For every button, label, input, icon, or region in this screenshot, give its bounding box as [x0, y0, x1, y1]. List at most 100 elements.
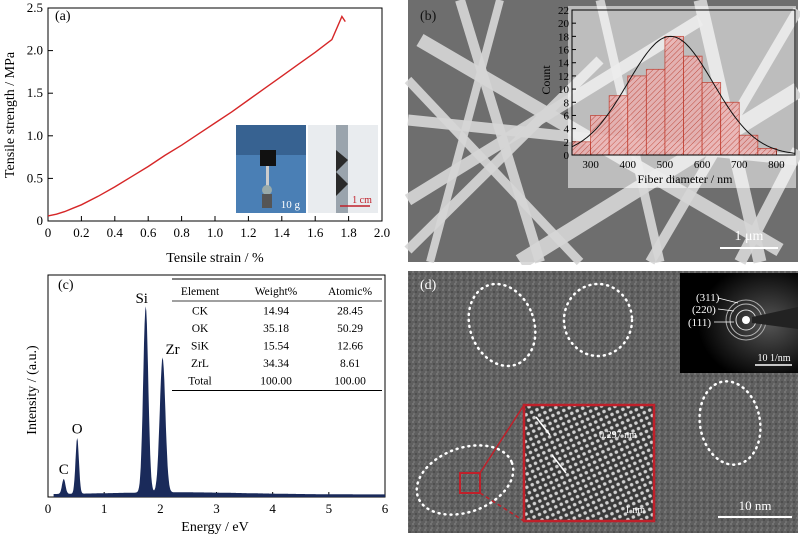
table-header: Atomic% — [328, 286, 372, 298]
sem-fiber — [404, 76, 584, 265]
y-axis-label-b: Count — [539, 65, 553, 95]
eds-svg: (c) 0 1 2 3 4 5 6 C O Si Zr Element Weight% Atomic%… — [25, 274, 389, 535]
tensile-curve — [47, 15, 346, 217]
saed-ring-111: (111) — [688, 317, 711, 329]
gaussian-fit-curve — [571, 35, 796, 154]
inset-scale-label-d: 1 nm — [625, 505, 646, 516]
y-tick-label-b: 14 — [558, 58, 570, 70]
x-tick-label-b: 300 — [582, 159, 599, 171]
x-tick-label-a: 0.2 — [73, 225, 89, 240]
y-tick-label-b: 18 — [558, 31, 570, 43]
x-tick-label-a: 0.8 — [173, 225, 189, 240]
peak-label: Si — [135, 291, 148, 307]
composition-table: Element Weight% Atomic% CK 14.94 28.45 OK 35.18… — [172, 278, 382, 391]
y-tick-label-b: 20 — [558, 18, 570, 30]
table-cell: 34.34 — [263, 358, 289, 370]
hrtem-scale-label: 10 nm — [739, 498, 772, 513]
nanocrystal-outlines — [415, 282, 762, 516]
histogram-bar — [645, 68, 666, 156]
histogram-bar — [608, 95, 629, 156]
x-tick-label-a: 2.0 — [374, 225, 390, 240]
y-tick-label-b: 0 — [564, 150, 570, 162]
histogram-bar — [590, 115, 610, 156]
y-tick-label-b: 4 — [564, 124, 570, 136]
table-cell: 50.29 — [337, 323, 363, 335]
x-tick-label-b: 600 — [694, 159, 711, 171]
table-cell: OK — [192, 323, 209, 335]
panel-label-b: (b) — [420, 9, 437, 24]
x-tick-label-a: 0.4 — [107, 225, 124, 240]
x-tick-label-b: 800 — [768, 159, 785, 171]
panel-d-hrtem: (d) (311) (220) (111) 10 1/nm — [400, 265, 800, 536]
x-tick-label-a: 1.4 — [274, 225, 291, 240]
x-tick-label-a: 1.8 — [340, 225, 356, 240]
panel-label-d: (d) — [420, 278, 437, 293]
y-tick-label-b: 8 — [564, 97, 570, 109]
peak-label: C — [59, 462, 69, 478]
saed-ring-311: (311) — [696, 292, 720, 304]
panel-label-a: (a) — [55, 9, 71, 24]
x-tick-label-a: 1.0 — [207, 225, 223, 240]
lattice-zoom-inset: 0.297 nm 1 nm — [459, 403, 656, 523]
table-cell: 35.18 — [263, 323, 289, 335]
y-tick-label-b: 10 — [558, 84, 570, 96]
tensile-chart-svg: (a) 0 0.2 0.4 0.6 0.8 1.0 1.2 1.4 1.6 1.8 2.0 0 0.5 1… — [3, 0, 390, 265]
histogram-bar — [571, 141, 591, 156]
table-cell: 100.00 — [260, 376, 292, 388]
table-cell: 12.66 — [337, 341, 363, 353]
histogram-bar — [701, 82, 722, 156]
saed-scale-label: 10 1/nm — [757, 353, 790, 364]
table-header: Element — [181, 286, 220, 298]
saed-ring-220: (220) — [692, 304, 716, 316]
y-tick-label-b: 2 — [564, 137, 570, 149]
tensile-inset-photos: 10 g 1 cm — [236, 125, 378, 213]
histogram-bar — [683, 55, 703, 156]
panel-c-eds-spectrum: (c) 0 1 2 3 4 5 6 C O Si Zr Element Weight% Atomic%… — [0, 265, 400, 536]
x-axis-label-a: Tensile strain / % — [166, 251, 264, 265]
table-cell: ZrL — [191, 358, 209, 370]
y-tick-label-a: 0.5 — [27, 170, 43, 185]
x-tick-label-c: 5 — [326, 501, 333, 516]
y-axis-label-a: Tensile strength / MPa — [3, 51, 18, 178]
eds-spectrum-area — [53, 306, 385, 497]
histogram-bar — [757, 148, 777, 156]
x-axis-label-b: Fiber diameter / nm — [638, 172, 734, 186]
peak-label: O — [72, 421, 83, 437]
inset-weight-label: 10 g — [281, 199, 301, 211]
table-header: Weight% — [255, 286, 298, 298]
sem-scale-label: 1 μm — [735, 229, 764, 244]
y-axis-label-c: Intensity / (a.u.) — [25, 345, 40, 435]
saed-pattern-inset: (311) (220) (111) 10 1/nm — [680, 273, 798, 373]
x-tick-label-b: 400 — [620, 159, 637, 171]
sem-fiber — [426, 0, 504, 264]
x-tick-label-a: 1.6 — [307, 225, 324, 240]
lattice-spacing-label: 0.297 nm — [599, 430, 637, 441]
y-tick-label-a: 1.0 — [27, 128, 43, 143]
hrtem-svg: (d) (311) (220) (111) 10 1/nm — [408, 271, 798, 533]
table-cell: Total — [188, 376, 211, 388]
y-tick-label-a: 2.5 — [27, 0, 43, 15]
table-cell: CK — [192, 306, 209, 318]
table-cell: 15.54 — [263, 341, 289, 353]
panel-b-sem-histogram: (b) 300 400 500 600 700 800 0 2 4 6 8 10 12 14 16 18 20 2… — [400, 0, 800, 265]
inset-scale-label: 1 cm — [352, 195, 372, 206]
x-tick-label-c: 2 — [157, 501, 164, 516]
table-cell: 14.94 — [263, 306, 289, 318]
x-tick-label-c: 0 — [45, 501, 52, 516]
x-tick-label-c: 3 — [213, 501, 220, 516]
panel-a-tensile-chart: (a) 0 0.2 0.4 0.6 0.8 1.0 1.2 1.4 1.6 1.8 2.0 0 0.5 1… — [0, 0, 400, 265]
y-tick-label-b: 6 — [564, 110, 570, 122]
x-tick-label-b: 500 — [657, 159, 674, 171]
y-tick-label-a: 1.5 — [27, 85, 43, 100]
a-axis-ticks: 0 0.2 0.4 0.6 0.8 1.0 1.2 1.4 1.6 1.8 2.0 0 0.5 1.0 1.… — [27, 0, 390, 240]
x-tick-label-a: 1.2 — [240, 225, 256, 240]
table-cell: 100.00 — [334, 376, 366, 388]
table-cell: SiK — [191, 341, 210, 353]
y-tick-label-b: 16 — [558, 45, 570, 57]
y-tick-label-a: 2.0 — [27, 43, 43, 58]
peak-label: Zr — [165, 342, 179, 358]
x-axis-label-c: Energy / eV — [181, 520, 248, 535]
y-tick-label-b: 12 — [558, 71, 569, 83]
